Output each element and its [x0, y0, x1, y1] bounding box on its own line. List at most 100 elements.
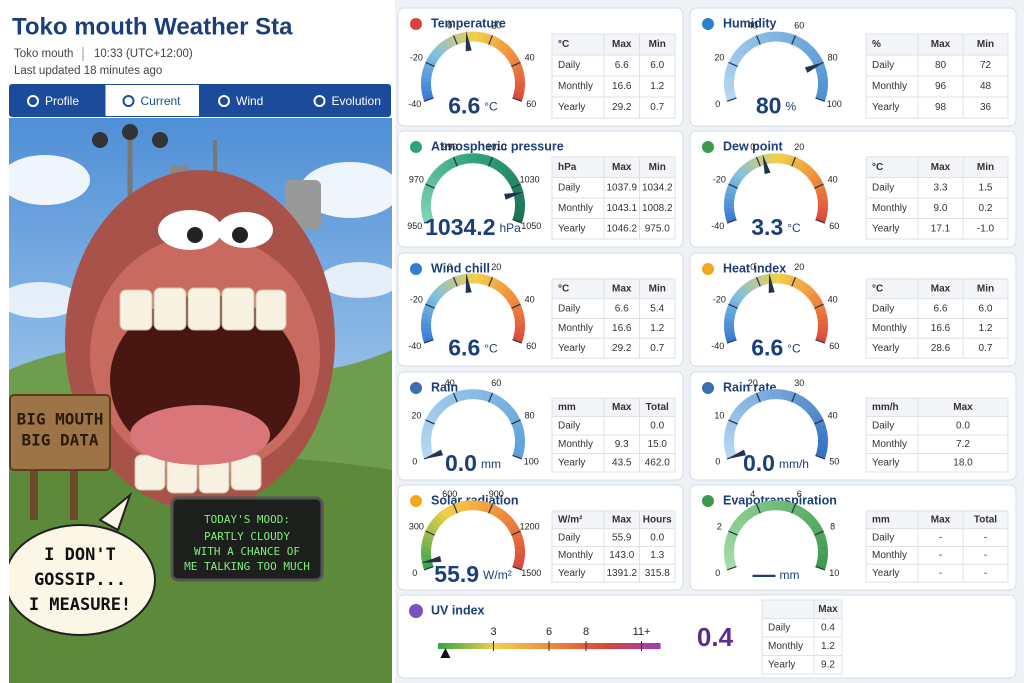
table-cell: 16.6: [931, 323, 951, 334]
gauge-tick-label: 60: [526, 341, 536, 351]
gauge-tick-label: 0: [412, 568, 417, 578]
card-title: Wind chill: [431, 261, 490, 275]
gauge-arc: [724, 429, 736, 436]
gauge-arc: [453, 33, 462, 45]
tab-bar: Profile Current Wind Evolution: [9, 84, 391, 117]
gauge-arc: [724, 331, 736, 339]
gauge-arc: [421, 85, 432, 92]
gauge-arc: [495, 508, 506, 520]
table-header: °C: [558, 284, 569, 295]
table-cell: -1.0: [977, 223, 995, 234]
gauge-arc: [480, 501, 489, 513]
table-cell: 0.7: [650, 343, 664, 354]
table-cell: Yearly: [558, 568, 585, 579]
gauge-tick-label: -20: [713, 294, 726, 304]
gauge-arc: [504, 49, 516, 60]
gauge-arc: [779, 389, 787, 400]
uv-bar: [497, 643, 502, 649]
gauge-needle: [768, 272, 775, 293]
gauge-tick-label: 20: [748, 378, 758, 388]
table-cell: 6.0: [650, 60, 664, 71]
gauge-arc: [756, 391, 765, 403]
gauge-arc: [422, 424, 434, 432]
table-cell: Monthly: [872, 81, 907, 92]
table-cell: Monthly: [558, 203, 593, 214]
table-header: Max: [612, 39, 632, 50]
gauge-tick: [755, 392, 761, 403]
table-cell: Yearly: [558, 343, 585, 354]
table-cell: 9.2: [821, 659, 835, 670]
gauge-arc: [499, 511, 510, 523]
tab-label[interactable]: Current: [141, 94, 182, 108]
tab[interactable]: [10, 85, 104, 116]
gauge-arc: [802, 42, 813, 54]
gauge-arc: [743, 508, 754, 520]
gauge-tick-label: -20: [410, 294, 423, 304]
tab-label[interactable]: Wind: [236, 94, 263, 108]
gauge-tick-label: -20: [410, 53, 423, 63]
gauge-tick: [512, 97, 523, 102]
tab-icon: [27, 95, 39, 107]
gauge-value-number: 6.6: [751, 334, 783, 360]
gauge-arc: [756, 33, 765, 45]
gauge-arc: [430, 407, 442, 418]
gauge-tick-label: 990: [442, 142, 457, 152]
uv-bar: [608, 643, 613, 649]
gauge-arc: [795, 279, 805, 291]
table-row: [865, 96, 1009, 119]
gauge-arc: [514, 86, 525, 92]
gauge-arc: [513, 90, 525, 97]
table-cell: 6.6: [934, 303, 948, 314]
gauge-tick-label: 40: [748, 20, 758, 30]
uv-bar: [634, 643, 639, 649]
gauge-arc: [502, 287, 513, 299]
tab-label[interactable]: Evolution: [332, 94, 381, 108]
uv-bar: [541, 643, 546, 649]
gauge-arc: [766, 389, 773, 400]
gauge-tick-label: 100: [524, 457, 539, 467]
tab[interactable]: [296, 85, 391, 116]
uv-tick-label: 6: [546, 626, 552, 638]
gauge-needle: [804, 61, 825, 73]
gauge-value-number: 0.0: [445, 450, 477, 476]
gauge-arc: [783, 154, 792, 166]
table-cell: 80: [935, 60, 947, 71]
gauge-tick-label: 60: [491, 378, 501, 388]
gauge-arc: [733, 407, 745, 418]
gauge-arc: [802, 511, 813, 523]
gauge-arc: [814, 184, 826, 193]
gauge-arc: [724, 313, 736, 320]
gauge-arc: [492, 159, 502, 171]
table-header: %: [872, 39, 881, 50]
gauge-tick: [814, 530, 824, 536]
gauge-arc: [499, 164, 510, 176]
uv-bar: [556, 643, 561, 649]
gauge-arc: [433, 514, 445, 525]
gauge-arc: [476, 273, 484, 285]
gauge-arc: [725, 335, 737, 344]
gauge-arc: [421, 193, 433, 200]
gauge-arc: [805, 167, 816, 179]
gauge-unit: °C: [484, 100, 498, 114]
gauge-tick-label: 970: [409, 174, 424, 184]
table-cell: -: [984, 568, 987, 579]
table-cell: 18.0: [953, 457, 973, 468]
tab[interactable]: [105, 85, 200, 116]
gauge-arc: [815, 67, 827, 75]
table-cell: 0.0: [650, 420, 664, 431]
gauge-arc: [810, 175, 822, 185]
gauge-arc: [476, 153, 484, 165]
gauge-arc: [495, 161, 506, 173]
gauge-arc: [736, 167, 748, 179]
gauge-tick: [728, 183, 738, 189]
uv-bar: [578, 643, 583, 649]
gauge-tick-label: 20: [491, 20, 501, 30]
gauge-arc: [427, 295, 439, 305]
gauge-tick: [726, 339, 737, 344]
gauge-arc: [502, 46, 513, 57]
gauge-tick: [511, 530, 521, 536]
tab-label[interactable]: Profile: [45, 94, 79, 108]
local-time: 10:33 (UTC+12:00): [94, 48, 193, 60]
tab[interactable]: [201, 85, 295, 116]
gauge-arc: [739, 42, 751, 54]
